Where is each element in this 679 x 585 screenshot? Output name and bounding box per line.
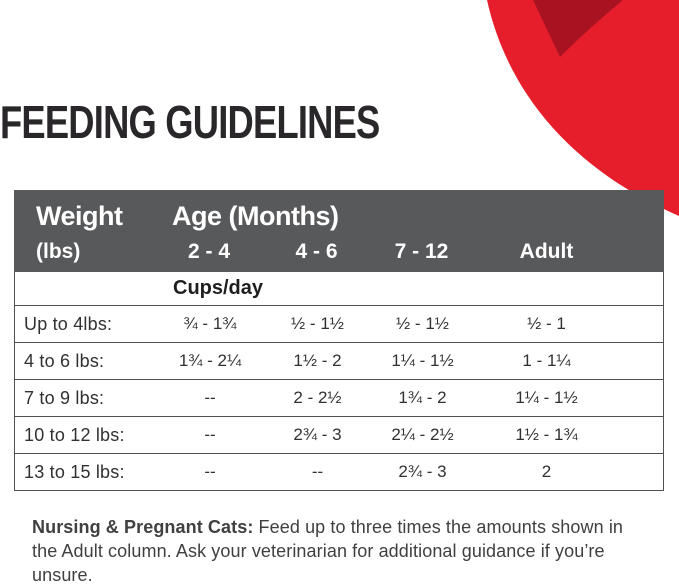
table-row: 13 to 15 lbs: -- -- 2¾ - 3 2	[15, 454, 663, 490]
table-header-row-1: Weight Age (Months)	[14, 190, 664, 232]
value-cell: ½ - 1½	[396, 314, 449, 333]
table-header-row-2: (lbs) 2 - 4 4 - 6 7 - 12 Adult	[14, 232, 664, 272]
brand-corner-graphic	[487, 0, 679, 216]
page-title: FEEDING GUIDELINES	[0, 95, 380, 148]
weight-range-label: 13 to 15 lbs:	[24, 461, 125, 482]
value-cell: --	[204, 462, 216, 481]
value-cell: 2	[541, 462, 552, 481]
value-cell: 1¾ - 2¼	[178, 351, 242, 370]
value-cell: 1½ - 1¾	[515, 425, 578, 444]
header-weight-unit: (lbs)	[36, 240, 81, 263]
cups-per-day-row: Cups/day	[15, 272, 663, 306]
footnote-bold-label: Nursing & Pregnant Cats:	[32, 517, 254, 537]
table-row: 10 to 12 lbs: -- 2¾ - 3 2¼ - 2½ 1½ - 1¾	[15, 417, 663, 454]
table-body: Cups/day Up to 4lbs: ¾ - 1¾ ½ - 1½ ½ - 1…	[14, 272, 664, 491]
weight-range-label: Up to 4lbs:	[24, 313, 113, 334]
header-age-col-2-4: 2 - 4	[187, 240, 231, 263]
header-age-label: Age (Months)	[172, 201, 339, 231]
footnote-text: Feed up to three times the amounts shown…	[32, 517, 624, 585]
value-cell: ½ - 1½	[291, 314, 344, 333]
dark-red-ribbon-shape	[533, 0, 623, 57]
value-cell: 2¾ - 3	[293, 425, 342, 444]
value-cell: 1¼ - 1½	[515, 388, 578, 407]
table-row: 7 to 9 lbs: -- 2 - 2½ 1¾ - 2 1¼ - 1½	[15, 380, 663, 417]
nursing-pregnant-footnote: Nursing & Pregnant Cats: Feed up to thre…	[32, 516, 624, 585]
weight-range-label: 4 to 6 lbs:	[24, 350, 105, 371]
table-header: Weight Age (Months) (lbs) 2 - 4 4 - 6 7 …	[14, 190, 664, 272]
table-row: Up to 4lbs: ¾ - 1¾ ½ - 1½ ½ - 1½ ½ - 1	[15, 306, 663, 343]
value-cell: 1¼ - 1½	[391, 351, 454, 370]
weight-range-label: 7 to 9 lbs:	[24, 387, 105, 408]
value-cell: 1 - 1¼	[522, 351, 571, 370]
value-cell: 2¼ - 2½	[391, 425, 454, 444]
value-cell: --	[204, 425, 216, 444]
weight-range-label: 10 to 12 lbs:	[24, 424, 125, 445]
value-cell: --	[311, 462, 324, 481]
value-cell: 2¾ - 3	[398, 462, 447, 481]
header-age-col-4-6: 4 - 6	[295, 240, 338, 263]
value-cell: ¾ - 1¾	[183, 314, 237, 333]
feeding-table: Weight Age (Months) (lbs) 2 - 4 4 - 6 7 …	[14, 190, 664, 491]
value-cell: 1¾ - 2	[398, 388, 447, 407]
value-cell: 1½ - 2	[293, 351, 342, 370]
cups-per-day-label: Cups/day	[173, 277, 264, 299]
header-weight-label: Weight	[36, 201, 123, 231]
header-age-col-7-12: 7 - 12	[394, 240, 449, 263]
value-cell: --	[204, 388, 216, 407]
red-swoosh-shape	[487, 0, 679, 216]
value-cell: 2 - 2½	[293, 388, 342, 407]
header-age-col-adult: Adult	[519, 240, 574, 263]
value-cell: ½ - 1	[527, 314, 566, 333]
table-row: 4 to 6 lbs: 1¾ - 2¼ 1½ - 2 1¼ - 1½ 1 - 1…	[15, 343, 663, 380]
